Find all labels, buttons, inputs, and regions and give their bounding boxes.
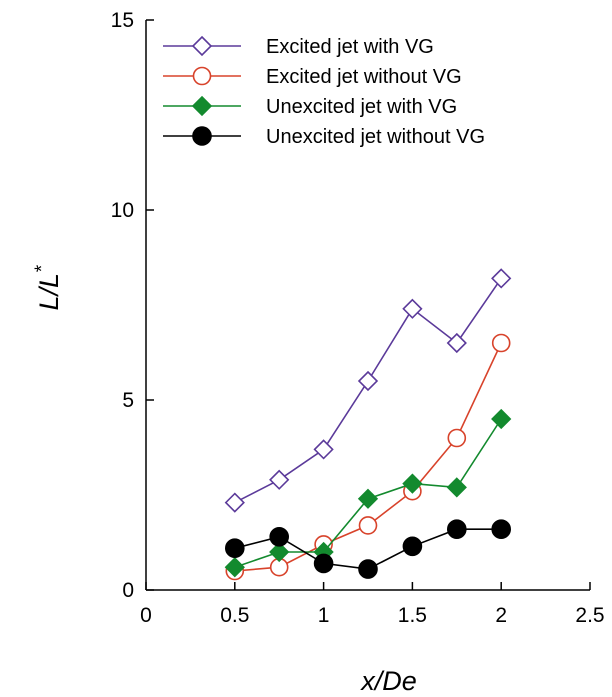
legend: Excited jet with VG Excited jet without V…: [163, 35, 485, 148]
data-point: [313, 553, 334, 574]
data-point: [402, 298, 423, 319]
series-1: [224, 268, 512, 513]
legend-label: Excited jet with VG: [266, 36, 434, 58]
legend-entry-2: Excited jet without VG: [163, 66, 462, 88]
legend-marker: [191, 35, 213, 57]
data-point: [491, 333, 511, 353]
data-point: [358, 559, 378, 579]
plot-area: [145, 20, 590, 591]
data-point: [269, 526, 290, 547]
y-axis: 0 5 10 15: [111, 9, 154, 602]
x-tick-label: 2: [495, 604, 507, 627]
x-tick-label: 0: [140, 604, 152, 627]
x-tick-label: 2.5: [575, 604, 604, 627]
legend-marker: [191, 95, 213, 117]
x-tick-label: 0.5: [220, 604, 249, 627]
data-point: [491, 408, 512, 430]
y-tick-label: 5: [122, 389, 134, 412]
legend-entry-1: Excited jet with VG: [163, 35, 434, 58]
data-point: [447, 428, 467, 448]
legend-label: Unexcited jet with VG: [266, 96, 457, 118]
legend-marker: [192, 126, 212, 146]
series-4: [225, 519, 512, 579]
data-point: [358, 516, 378, 535]
data-point: [402, 536, 423, 557]
legend-entry-4: Unexcited jet without VG: [163, 126, 485, 148]
y-axis-title: L/L*: [32, 265, 65, 311]
data-point: [225, 538, 245, 559]
y-tick-label: 15: [111, 9, 134, 32]
legend-marker: [192, 66, 212, 86]
x-tick-label: 1.5: [398, 604, 427, 627]
data-point: [491, 519, 512, 540]
x-axis-title: x/De: [359, 666, 417, 696]
data-point: [446, 332, 467, 354]
series-3: [224, 408, 512, 578]
series-layer: [224, 268, 512, 581]
y-tick-label: 0: [122, 579, 134, 602]
legend-label: Unexcited jet without VG: [266, 126, 485, 148]
x-tick-label: 1: [318, 604, 330, 627]
data-point: [313, 439, 334, 460]
data-point: [224, 557, 245, 578]
data-point: [491, 268, 512, 289]
legend-entry-3: Unexcited jet with VG: [163, 95, 457, 118]
data-point: [269, 541, 290, 563]
data-point: [402, 473, 423, 494]
data-point: [446, 477, 467, 498]
data-point: [269, 469, 290, 490]
y-axis-title-superscript: *: [32, 265, 53, 273]
y-tick-label: 10: [111, 199, 134, 222]
x-axis: 0 0.5 1 1.5 2 2.5: [140, 582, 605, 627]
data-point: [357, 488, 379, 509]
data-point: [357, 370, 379, 392]
y-axis-title-main: L/L: [34, 273, 64, 311]
legend-label: Excited jet without VG: [266, 66, 462, 88]
data-point: [446, 519, 467, 540]
data-point: [224, 492, 245, 513]
